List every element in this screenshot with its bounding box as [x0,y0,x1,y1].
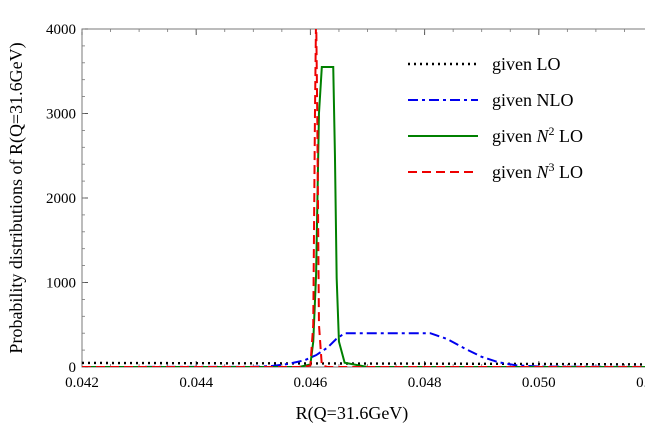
series-line-1 [82,361,645,366]
y-tick-label: 0 [69,360,77,376]
legend-label-1: given LO [492,54,560,74]
series-line-3 [82,66,645,367]
x-tick-label: 0.042 [65,375,99,391]
x-tick-label: 0.046 [294,375,328,391]
series-layer [82,29,645,367]
legend-label-3: given N2 LO [492,124,583,146]
y-axis-title: Probability distributions of R(Q=31.6GeV… [6,42,27,353]
y-tick-label: 4000 [46,22,76,38]
ticks: 0.042 0.044 0.046 0.048 0.050 0.052 0 1000 2000 3… [46,22,645,391]
x-axis-title: R(Q=31.6GeV) [296,403,409,424]
legend-label-2: given NLO [492,90,573,110]
legend-label-4: given N3 LO [492,160,583,182]
plot-frame [81,28,645,368]
y-tick-label: 2000 [46,191,76,207]
series-line-2 [82,332,645,367]
x-tick-label: 0.052 [636,375,645,391]
legend: given LO given NLO given N2 LO given N3 LO [408,54,583,182]
series-line-4 [82,29,645,367]
y-tick-label: 1000 [46,276,76,292]
x-tick-label: 0.050 [522,375,556,391]
y-tick-label: 3000 [46,107,76,123]
x-tick-label: 0.044 [179,375,213,391]
x-tick-label: 0.048 [408,375,442,391]
